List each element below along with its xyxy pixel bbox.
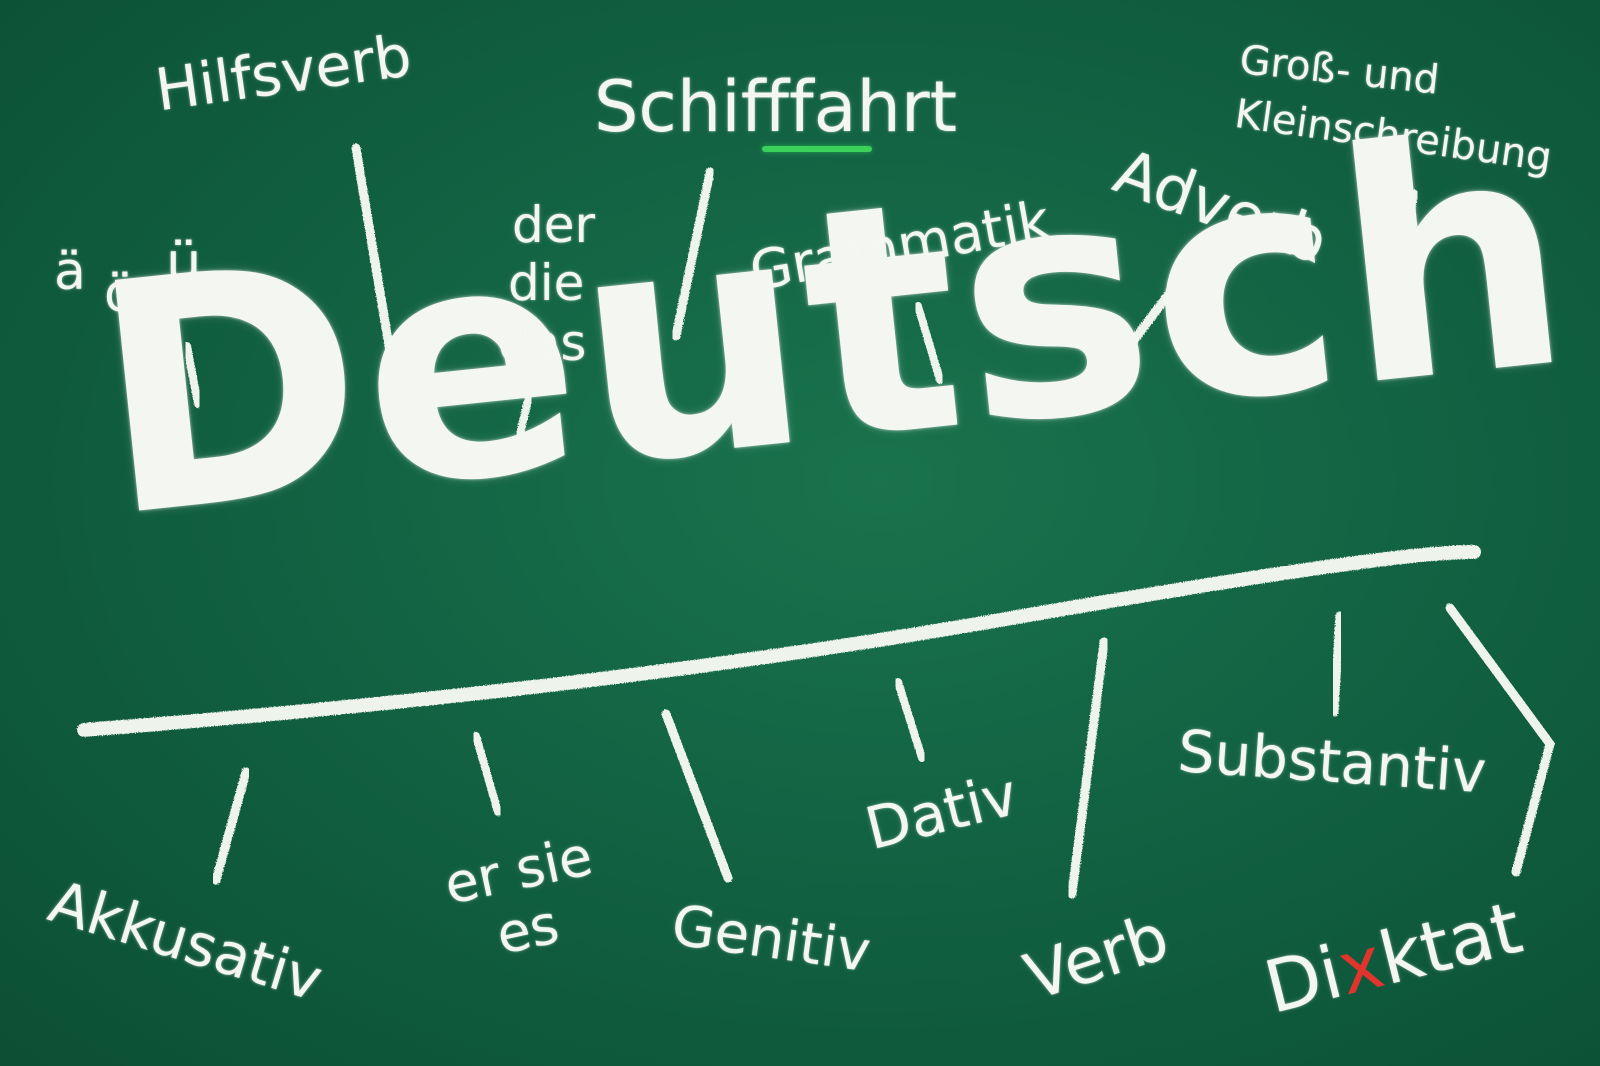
word-schifffahrt-part1: Schi — [594, 66, 741, 148]
word-schifffahrt-part2: ahrt — [813, 66, 958, 148]
connector-dativ — [894, 678, 926, 762]
umlaut-oe: ö — [104, 264, 136, 324]
connector-umlauts — [183, 342, 202, 408]
connector-articles — [514, 388, 534, 446]
main-underline — [77, 544, 1481, 737]
word-pronouns-line2: es — [490, 892, 565, 967]
connector-genitiv — [661, 709, 733, 883]
connector-akkusativ — [211, 767, 251, 885]
connector-substantiv — [1329, 611, 1345, 717]
connector-schifffahrt — [671, 167, 715, 341]
connector-pronouns — [472, 732, 502, 816]
connector-grammatik — [914, 302, 944, 384]
word-schifffahrt: Schifffahrt — [594, 72, 957, 142]
umlaut-ue: ü — [166, 231, 202, 296]
fff-highlight-underline — [762, 146, 872, 152]
connector-diktat — [1445, 603, 1555, 877]
connector-adverb — [1123, 253, 1201, 353]
umlaut-ae: ä — [54, 242, 86, 302]
connector-gross-klein — [1375, 189, 1419, 343]
connector-verb — [1067, 637, 1109, 899]
article-der: der — [512, 196, 596, 254]
connector-hilfsverb — [351, 143, 405, 417]
article-das: das — [498, 314, 587, 372]
article-die: die — [508, 254, 585, 312]
word-schifffahrt-fff: fff — [740, 66, 814, 148]
